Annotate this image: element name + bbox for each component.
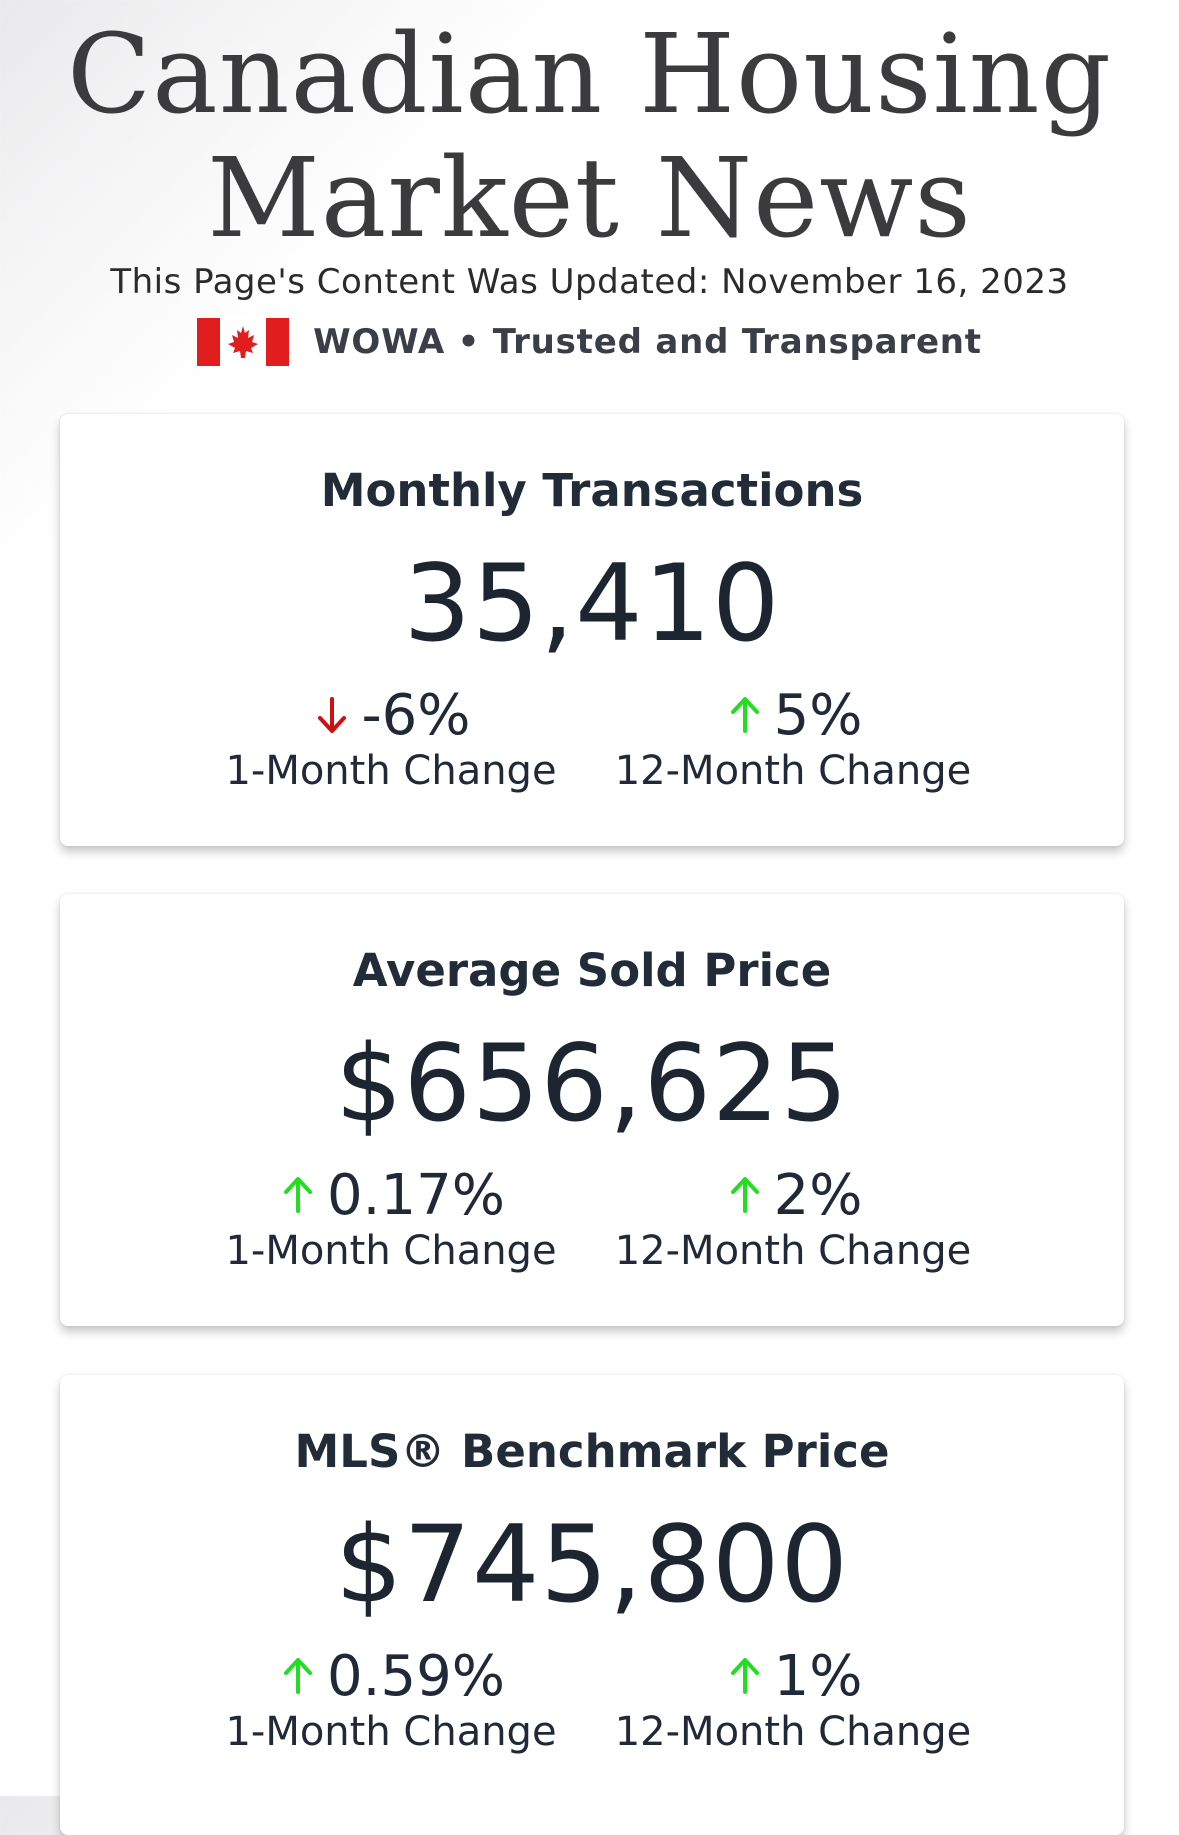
change-label: 1-Month Change <box>225 1228 557 1274</box>
brand-text: WOWA • Trusted and Transparent <box>313 322 982 362</box>
page-title-line-1: Canadian Housing <box>66 10 1113 138</box>
change-value: 1% <box>773 1643 863 1709</box>
one-month-change: -6% 1-Month Change <box>220 682 562 796</box>
card-title: Average Sold Price <box>352 944 832 997</box>
change-label: 1-Month Change <box>225 1709 557 1755</box>
monthly-transactions-card: Monthly Transactions 35,410 -6% 1-Month … <box>60 414 1124 846</box>
card-title: MLS® Benchmark Price <box>294 1425 890 1478</box>
one-month-change: 0.17% 1-Month Change <box>220 1162 562 1276</box>
arrow-up-icon <box>284 1658 313 1694</box>
mls-benchmark-price-card: MLS® Benchmark Price $745,800 0.59% 1-Mo… <box>60 1375 1124 1835</box>
change-value: -6% <box>361 682 471 748</box>
change-value: 2% <box>773 1162 863 1228</box>
arrow-up-icon <box>730 1658 759 1694</box>
card-title: Monthly Transactions <box>320 464 864 517</box>
twelve-month-change: 2% 12-Month Change <box>608 1162 978 1276</box>
twelve-month-change: 1% 12-Month Change <box>608 1643 978 1757</box>
arrow-up-icon <box>730 1177 759 1213</box>
arrow-down-icon <box>318 697 347 733</box>
change-value: 5% <box>773 682 863 748</box>
change-label: 12-Month Change <box>614 1228 972 1274</box>
change-value: 0.17% <box>327 1162 505 1228</box>
twelve-month-change: 5% 12-Month Change <box>608 682 978 796</box>
page-header: Canadian Housing Market News This Page's… <box>0 0 1179 400</box>
change-value: 0.59% <box>327 1643 505 1709</box>
change-label: 12-Month Change <box>614 748 972 794</box>
brand-line: WOWA • Trusted and Transparent <box>0 316 1179 368</box>
updated-date: This Page's Content Was Updated: Novembe… <box>110 262 1069 302</box>
page-title-line-2: Market News <box>207 134 972 262</box>
arrow-up-icon <box>730 697 759 733</box>
card-value: $745,800 <box>335 1503 849 1626</box>
card-value: 35,410 <box>403 542 781 665</box>
change-label: 1-Month Change <box>225 748 557 794</box>
average-sold-price-card: Average Sold Price $656,625 0.17% 1-Mont… <box>60 894 1124 1326</box>
card-value: $656,625 <box>335 1022 849 1145</box>
change-label: 12-Month Change <box>614 1709 972 1755</box>
arrow-up-icon <box>284 1177 313 1213</box>
one-month-change: 0.59% 1-Month Change <box>220 1643 562 1757</box>
canada-flag-icon <box>197 318 290 366</box>
